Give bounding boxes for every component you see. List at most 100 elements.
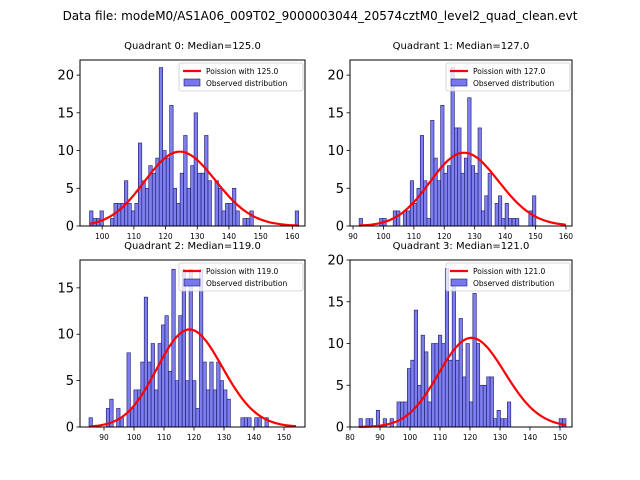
histogram-bar	[168, 371, 173, 428]
x-tick-label: 100	[127, 433, 142, 442]
subplot-quadrant-1: Quadrant 1: Median=127.0 0 5 10 15 20 90 100 110…	[327, 41, 573, 241]
histogram-bar	[532, 195, 537, 227]
histogram-bar	[406, 368, 412, 428]
histogram-bar	[486, 376, 491, 428]
histogram-bar	[207, 180, 212, 227]
histogram-bar	[133, 389, 138, 428]
legend-bar-swatch	[183, 78, 201, 87]
histogram-bar	[193, 112, 198, 227]
histogram-bar	[171, 268, 176, 428]
subplot-quadrant-2: Quadrant 2: Median=119.0 0 5 10 15 90 100 110 12…	[57, 241, 306, 442]
histogram-bar	[99, 210, 104, 227]
histogram-bar	[246, 218, 251, 227]
x-tick-label: 120	[463, 433, 478, 442]
histogram-bar	[228, 203, 233, 227]
histogram-bar	[147, 361, 152, 428]
legend-label-poisson: Poission with 119.0	[206, 267, 279, 276]
histogram-bar	[496, 409, 501, 428]
histogram-bar	[186, 187, 191, 227]
histogram-bar	[436, 180, 441, 227]
histogram-bar	[417, 384, 422, 428]
x-tick-label: 140	[247, 433, 262, 442]
histogram-bar	[484, 195, 489, 227]
histogram-bar	[141, 180, 146, 227]
histogram-bar	[434, 343, 439, 428]
histogram-bar	[130, 408, 135, 428]
histogram-bar	[199, 268, 204, 428]
y-tick-label: 0	[66, 421, 74, 436]
histogram-bar	[515, 218, 520, 227]
histogram-bar	[243, 417, 249, 428]
histogram-bar	[204, 135, 209, 227]
subplot-title: Quadrant 3: Median=121.0	[393, 241, 530, 252]
histogram-bar	[433, 157, 438, 227]
subplot-title: Quadrant 0: Median=125.0	[124, 41, 261, 52]
histogram-bar	[162, 150, 167, 227]
histogram-bar	[475, 343, 481, 428]
poisson-curve	[358, 336, 567, 428]
x-tick-label: 140	[523, 433, 538, 442]
x-tick-label: 150	[553, 433, 568, 442]
x-tick-label: 110	[407, 232, 422, 241]
legend-label-poisson: Poission with 127.0	[473, 67, 546, 76]
x-tick-label: 130	[468, 232, 483, 241]
histogram-bar	[144, 187, 150, 227]
x-tick-label: 140	[222, 232, 237, 241]
histogram-bar	[200, 172, 205, 227]
histogram-bar	[127, 203, 132, 227]
histogram-bar	[218, 187, 223, 227]
histogram-bar	[375, 409, 381, 428]
histogram-bar	[454, 127, 459, 227]
subplot-quadrant-3: Quadrant 3: Median=121.0 0 5 10 15 20 80 90 100 1…	[327, 241, 573, 442]
histogram-bar	[426, 218, 431, 227]
histogram-bar	[427, 401, 432, 428]
axes-frame	[79, 59, 306, 227]
legend-label-observed: Observed distribution	[206, 79, 287, 88]
histogram-bar	[465, 343, 470, 428]
x-tick-label: 130	[493, 433, 508, 442]
histogram-bar	[214, 180, 219, 227]
histogram-bar	[500, 418, 505, 428]
histogram-bar	[185, 380, 190, 428]
y-tick-label: 10	[327, 144, 344, 159]
legend-box	[178, 62, 304, 92]
histogram-bar	[202, 361, 207, 428]
histogram-bar	[143, 296, 148, 428]
histogram-bar	[126, 352, 131, 428]
histogram-bar	[406, 210, 411, 227]
histogram-bar	[419, 135, 424, 227]
histogram-bar	[235, 210, 240, 227]
histogram-bar	[221, 210, 226, 227]
histogram-bar	[183, 135, 188, 227]
histogram-bar	[161, 324, 166, 428]
legend-label-observed: Observed distribution	[473, 79, 554, 88]
histogram-bar	[503, 418, 508, 428]
histogram-bar	[464, 157, 469, 227]
axes-frame	[349, 59, 573, 227]
histogram-bar	[451, 284, 456, 428]
histogram-bar	[206, 389, 211, 428]
histogram-bar	[242, 218, 247, 227]
y-tick-label: 5	[66, 182, 74, 197]
histogram-bar	[197, 172, 202, 227]
histogram-bar	[172, 187, 177, 227]
y-tick-label: 15	[57, 106, 74, 121]
y-tick-label: 10	[57, 144, 74, 159]
y-tick-label: 0	[66, 220, 74, 235]
x-tick-label: 150	[277, 433, 292, 442]
histogram-bar	[508, 218, 513, 227]
legend-label-observed: Observed distribution	[206, 279, 287, 288]
histogram-bar	[179, 172, 184, 227]
x-tick-label: 90	[348, 232, 358, 241]
y-tick-label: 5	[336, 182, 344, 197]
histogram-bar	[460, 172, 465, 227]
poisson-curve	[88, 328, 297, 428]
histogram-bar	[420, 334, 425, 428]
x-tick-label: 120	[437, 232, 452, 241]
subplot-title: Quadrant 2: Median=119.0	[124, 241, 261, 252]
histogram-bar	[458, 318, 463, 428]
legend-box	[445, 62, 571, 92]
histogram-bar	[134, 203, 139, 227]
y-tick-label: 15	[57, 281, 74, 296]
x-tick-label: 150	[253, 232, 268, 241]
